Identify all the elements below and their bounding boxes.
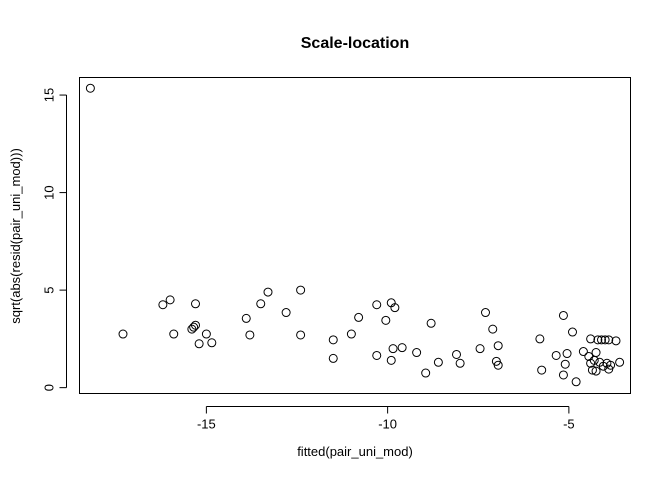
- data-point: [597, 335, 606, 345]
- data-point: [381, 315, 391, 325]
- data-point: [346, 329, 356, 339]
- data-point: [568, 327, 577, 337]
- data-point: [493, 341, 503, 351]
- y-axis: 0 5 10 15: [42, 88, 67, 391]
- data-point: [256, 299, 266, 309]
- data-point: [296, 330, 306, 340]
- data-point: [452, 349, 461, 359]
- x-tick-label: -10: [378, 417, 397, 432]
- y-tick-label: 0: [42, 384, 57, 391]
- data-point: [611, 336, 621, 346]
- data-point: [263, 287, 273, 297]
- data-point: [169, 329, 179, 339]
- data-point: [194, 339, 204, 349]
- data-point: [118, 329, 128, 339]
- data-point: [593, 335, 603, 345]
- data-point: [328, 335, 338, 345]
- data-point: [591, 348, 601, 358]
- data-point: [562, 349, 572, 359]
- data-point: [493, 360, 503, 370]
- data-point: [591, 366, 601, 376]
- data-point: [481, 308, 490, 318]
- data-point: [165, 295, 175, 305]
- y-tick-label: 5: [42, 287, 57, 294]
- data-point: [551, 350, 561, 360]
- data-point: [586, 334, 596, 344]
- data-point: [606, 360, 616, 370]
- data-point: [189, 322, 199, 332]
- data-point: [191, 320, 200, 330]
- data-point: [571, 377, 581, 387]
- plot-frame: [79, 77, 631, 394]
- data-point: [433, 357, 443, 367]
- data-point: [245, 330, 255, 340]
- data-point: [587, 365, 597, 375]
- data-point: [241, 313, 251, 323]
- y-tick-label: 15: [42, 88, 57, 102]
- data-point: [296, 285, 306, 295]
- data-point: [354, 312, 364, 322]
- chart-title: Scale-location: [301, 35, 409, 52]
- data-point: [207, 338, 217, 348]
- x-tick-label: -5: [563, 417, 575, 432]
- data-point: [386, 355, 396, 365]
- data-point: [558, 310, 568, 320]
- data-point: [158, 300, 168, 310]
- data-point: [372, 350, 382, 360]
- data-point: [397, 343, 407, 353]
- data-point: [615, 357, 625, 367]
- data-points: [85, 83, 625, 387]
- data-point: [201, 329, 211, 339]
- data-point: [578, 347, 588, 357]
- data-point: [560, 359, 570, 369]
- data-point: [191, 299, 200, 309]
- data-point: [604, 335, 614, 345]
- data-point: [600, 335, 610, 345]
- x-tick-label: -15: [197, 417, 216, 432]
- data-point: [412, 348, 422, 358]
- data-point: [281, 308, 291, 318]
- data-point: [426, 318, 436, 328]
- x-axis-label: fitted(pair_uni_mod): [297, 444, 413, 459]
- x-axis: -15 -10 -5: [197, 406, 575, 432]
- data-point: [535, 334, 545, 344]
- data-point: [488, 324, 498, 334]
- data-point: [558, 370, 568, 380]
- data-point: [388, 344, 398, 354]
- y-axis-label: sqrt(abs(resid(pair_uni_mod))): [8, 148, 23, 324]
- data-point: [328, 353, 338, 363]
- data-point: [421, 368, 431, 378]
- data-point: [390, 303, 400, 313]
- y-tick-label: 10: [42, 185, 57, 199]
- data-point: [537, 365, 547, 375]
- data-point: [372, 300, 382, 310]
- data-point: [455, 358, 465, 368]
- data-point: [475, 344, 485, 354]
- data-point: [85, 83, 95, 93]
